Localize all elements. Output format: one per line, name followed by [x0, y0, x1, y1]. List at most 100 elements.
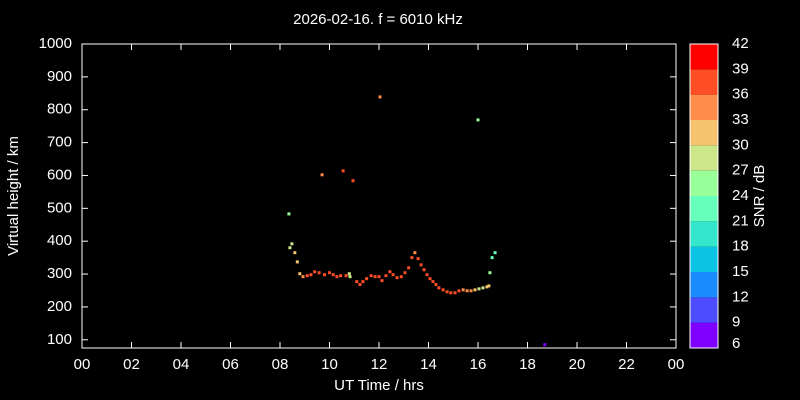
data-point: [434, 283, 438, 287]
data-point: [425, 273, 429, 277]
data-point: [378, 95, 382, 99]
data-point: [351, 179, 355, 183]
data-point: [410, 256, 414, 260]
data-point: [293, 251, 297, 255]
colorbar-tick-label: 21: [732, 212, 749, 229]
data-point: [377, 275, 381, 279]
data-point: [301, 275, 305, 279]
colorbar-tick-label: 36: [732, 86, 749, 103]
x-tick-label: 10: [321, 356, 338, 373]
x-tick-label: 20: [569, 356, 586, 373]
data-point: [391, 273, 395, 277]
data-point: [331, 273, 335, 277]
data-point: [488, 271, 492, 275]
data-point: [365, 277, 369, 281]
data-point: [358, 283, 362, 287]
data-point: [457, 289, 461, 293]
x-axis-label: UT Time / hrs: [334, 377, 424, 394]
colorbar-cell: [690, 221, 718, 247]
colorbar-cell: [690, 297, 718, 323]
data-point: [355, 280, 359, 284]
data-point: [493, 251, 497, 255]
colorbar-cell: [690, 170, 718, 196]
y-tick-label: 1000: [39, 35, 72, 52]
data-point: [413, 251, 417, 255]
data-point: [445, 290, 449, 294]
data-point: [465, 289, 469, 293]
data-point: [287, 212, 291, 216]
x-tick-label: 00: [74, 356, 91, 373]
x-tick-label: 22: [618, 356, 635, 373]
colorbar-cell: [690, 145, 718, 171]
data-point: [347, 272, 351, 276]
colorbar-cell: [690, 322, 718, 348]
colorbar-tick-label: 33: [732, 111, 749, 128]
colorbar-cell: [690, 272, 718, 298]
data-point: [407, 266, 411, 270]
colorbar-tick-label: 27: [732, 162, 749, 179]
data-point: [328, 271, 331, 275]
colorbar-tick-label: 18: [732, 238, 749, 255]
colorbar-cell: [690, 44, 718, 70]
y-tick-label: 500: [47, 199, 72, 216]
data-point: [487, 284, 491, 288]
x-tick-label: 18: [519, 356, 536, 373]
y-axis-label: Virtual height / km: [5, 136, 22, 256]
x-tick-label: 00: [668, 356, 685, 373]
data-point: [348, 275, 352, 279]
x-tick-label: 08: [272, 356, 289, 373]
colorbar-tick-label: 9: [732, 314, 740, 331]
data-point: [419, 263, 423, 267]
data-point: [441, 288, 445, 292]
colorbar-tick-label: 6: [732, 335, 740, 352]
data-point: [422, 268, 426, 272]
colorbar-label: SNR / dB: [751, 165, 768, 228]
data-point: [288, 246, 292, 250]
data-point: [476, 118, 480, 122]
data-point: [437, 286, 441, 290]
data-point: [317, 271, 321, 275]
colorbar-tick-label: 30: [732, 136, 749, 153]
data-point: [416, 257, 420, 261]
y-tick-label: 100: [47, 331, 72, 348]
data-point: [369, 274, 373, 278]
x-tick-label: 06: [222, 356, 239, 373]
data-point: [431, 280, 435, 284]
y-tick-label: 200: [47, 298, 72, 315]
data-point: [461, 288, 465, 292]
y-tick-label: 700: [47, 134, 72, 151]
data-point: [335, 275, 339, 279]
data-point: [388, 270, 392, 274]
x-tick-label: 16: [470, 356, 487, 373]
data-point: [473, 288, 477, 292]
data-point: [453, 291, 457, 295]
data-point: [373, 275, 377, 279]
colorbar-cell: [690, 120, 718, 146]
data-point: [295, 260, 299, 264]
colorbar-tick-label: 12: [732, 288, 749, 305]
data-point: [543, 343, 547, 347]
data-point: [469, 289, 473, 293]
x-tick-label: 14: [420, 356, 437, 373]
data-point: [341, 169, 345, 173]
colorbar-tick-label: 15: [732, 263, 749, 280]
colorbar-cell: [690, 246, 718, 272]
colorbar-cell: [690, 94, 718, 120]
data-point: [403, 271, 407, 275]
data-point: [485, 285, 489, 289]
y-tick-label: 800: [47, 101, 72, 118]
data-point: [399, 275, 403, 279]
y-tick-label: 900: [47, 68, 72, 85]
data-point: [428, 277, 432, 281]
data-point: [380, 279, 384, 283]
x-tick-label: 02: [123, 356, 140, 373]
colorbar-tick-label: 39: [732, 60, 749, 77]
colorbar-tick-label: 42: [732, 35, 749, 52]
data-point: [490, 256, 494, 260]
data-point: [344, 274, 348, 278]
data-point: [309, 273, 313, 277]
x-tick-label: 04: [173, 356, 190, 373]
colorbar-frame: [689, 43, 719, 349]
chart-title: 2026-02-16. f = 6010 kHz: [293, 11, 463, 28]
